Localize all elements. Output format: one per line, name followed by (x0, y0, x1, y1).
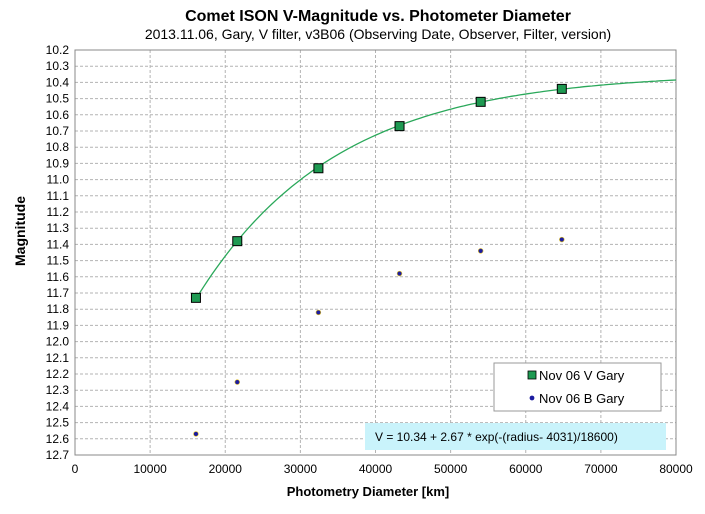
b-data-point (193, 431, 199, 437)
x-axis-label: Photometry Diameter [km] (287, 484, 450, 499)
y-tick-label: 11.0 (47, 173, 70, 187)
y-tick-label: 11.8 (47, 302, 70, 316)
x-tick-label: 50000 (434, 462, 468, 476)
fit-curve (195, 79, 677, 300)
x-tick-label: 40000 (359, 462, 393, 476)
fit-equation-background (365, 423, 666, 450)
y-tick-label: 10.9 (46, 156, 70, 170)
x-tick-label: 30000 (284, 462, 318, 476)
b-data-point (315, 309, 322, 316)
y-tick-label: 11.5 (47, 254, 70, 268)
y-tick-label: 12.1 (46, 351, 70, 365)
y-tick-label: 10.7 (46, 124, 70, 138)
y-axis-label: Magnitude (12, 196, 28, 266)
legend-v-marker (527, 370, 537, 380)
chart-subtitle: 2013.11.06, Gary, V filter, v3B06 (Obser… (145, 26, 611, 42)
legend-frame (493, 362, 662, 412)
y-tick-label: 11.6 (47, 270, 70, 284)
x-tick-label: 20000 (209, 462, 243, 476)
legend-v-label: Nov 06 V Gary (539, 368, 625, 383)
y-tick-label: 12.5 (46, 416, 70, 430)
y-tick-label: 11.7 (47, 286, 70, 300)
v-data-point (475, 96, 486, 107)
b-data-point (234, 379, 240, 385)
x-tick-label: 10000 (133, 462, 167, 476)
v-data-point (190, 292, 201, 303)
x-tick-label: 60000 (509, 462, 543, 476)
y-tick-label: 12.2 (46, 367, 70, 381)
b-data-point (477, 248, 484, 254)
data-points (190, 83, 567, 437)
b-data-point (396, 270, 403, 277)
y-tick-label: 10.2 (46, 43, 70, 57)
b-data-point (559, 236, 565, 243)
legend: Nov 06 V Gary Nov 06 B Gary (493, 362, 662, 412)
y-tick-label: 12.3 (46, 383, 70, 397)
plot-area (74, 49, 677, 456)
y-tick-label: 10.8 (46, 140, 70, 154)
fit-equation: V = 10.34 + 2.67 * exp(-(radius- 4031)/1… (375, 430, 618, 444)
y-tick-label: 10.5 (46, 92, 70, 106)
y-tick-label: 11.3 (47, 221, 70, 235)
y-tick-label: 11.1 (47, 189, 70, 203)
y-tick-label: 12.6 (46, 432, 70, 446)
v-data-point (556, 83, 567, 94)
v-data-point (394, 121, 405, 132)
y-tick-label: 11.9 (47, 318, 70, 332)
chart-title: Comet ISON V-Magnitude vs. Photometer Di… (185, 8, 571, 25)
y-tick-label: 12.7 (46, 448, 70, 462)
v-data-point (232, 236, 243, 247)
v-data-point (313, 163, 324, 174)
x-tick-label: 0 (72, 462, 79, 476)
x-tick-label: 80000 (659, 462, 693, 476)
x-tick-label: 70000 (584, 462, 618, 476)
x-axis-ticks: 0 10000 20000 30000 40000 50000 60000 70000 8000… (72, 462, 693, 476)
y-axis-ticks: 10.2 10.3 10.4 10.5 10.6 10.7 10.8 10.9 11.0 11.1… (46, 43, 70, 462)
y-tick-label: 10.4 (46, 75, 70, 89)
fit-equation-box: V = 10.34 + 2.67 * exp(-(radius- 4031)/1… (365, 423, 666, 450)
y-tick-label: 10.3 (46, 59, 70, 73)
y-tick-label: 12.0 (46, 335, 70, 349)
y-tick-label: 11.2 (47, 205, 70, 219)
y-tick-label: 12.4 (46, 399, 70, 413)
fit-curve-line (195, 79, 677, 300)
legend-b-marker (529, 395, 535, 401)
legend-b-label: Nov 06 B Gary (539, 391, 625, 406)
y-tick-label: 10.6 (46, 108, 70, 122)
y-tick-label: 11.4 (47, 237, 70, 251)
